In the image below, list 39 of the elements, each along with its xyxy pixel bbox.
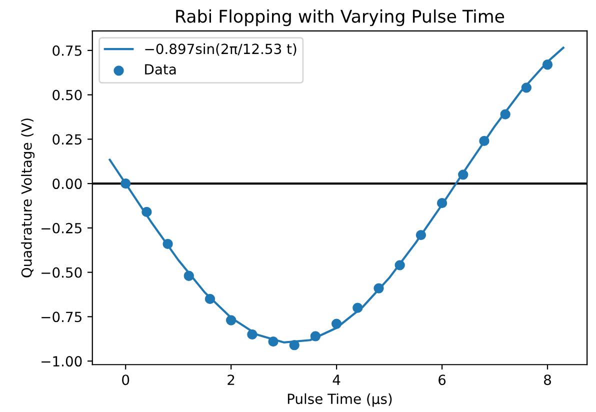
chart-title: Rabi Flopping with Varying Pulse Time bbox=[176, 9, 504, 26]
point bbox=[521, 82, 532, 93]
point bbox=[416, 230, 426, 240]
point bbox=[436, 198, 448, 208]
point bbox=[352, 302, 363, 313]
point bbox=[204, 294, 216, 304]
y-tick-label: −0.25 bbox=[42, 222, 82, 234]
x-tick-label: 8 bbox=[544, 374, 551, 386]
point bbox=[310, 331, 321, 342]
point bbox=[142, 206, 152, 218]
x-axis-title: Pulse Time (μs) bbox=[288, 393, 392, 407]
y-tick-label: 0.25 bbox=[52, 134, 82, 145]
y-tick-label: −0.50 bbox=[42, 267, 82, 278]
point bbox=[162, 238, 173, 249]
point bbox=[374, 283, 384, 294]
y-tick-label: 0.75 bbox=[52, 45, 82, 56]
point bbox=[268, 336, 278, 347]
point bbox=[542, 60, 553, 70]
point bbox=[479, 136, 490, 146]
x-tick-label: 0 bbox=[122, 374, 130, 386]
point bbox=[394, 260, 405, 270]
y-tick-label: 0.00 bbox=[52, 178, 82, 190]
point bbox=[331, 318, 342, 329]
y-tick-label: 0.50 bbox=[52, 90, 82, 100]
point bbox=[120, 178, 131, 189]
y-tick-label: −0.75 bbox=[42, 312, 82, 322]
legend-label: −0.897sin(2π/12.53 t) bbox=[145, 43, 296, 56]
point bbox=[458, 170, 468, 180]
point bbox=[289, 340, 300, 350]
point bbox=[247, 329, 258, 340]
point bbox=[184, 270, 194, 281]
point bbox=[226, 315, 236, 326]
x-tick-label: 6 bbox=[438, 374, 446, 386]
x-tick-label: 4 bbox=[332, 374, 340, 385]
point bbox=[500, 109, 510, 120]
legend-label: Data bbox=[145, 64, 176, 75]
y-tick-label: −1.00 bbox=[42, 356, 82, 367]
x-tick-label: 2 bbox=[228, 374, 234, 385]
y-axis-title: Quadrature Voltage (V) bbox=[21, 118, 35, 278]
